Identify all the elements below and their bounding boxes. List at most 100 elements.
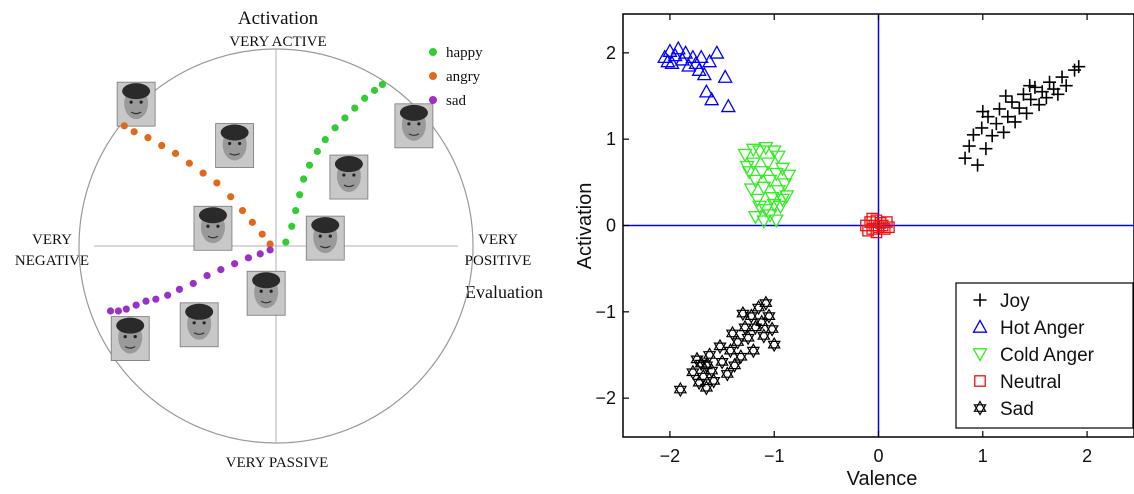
happy-point (370, 86, 379, 94)
series-cold-anger (737, 141, 797, 230)
hot-anger-point (720, 98, 736, 113)
joy-point (1005, 95, 1019, 109)
legend-marker-hot-anger (972, 319, 988, 333)
x-tick-label: 2 (1082, 446, 1092, 466)
x-tick-label: 0 (873, 446, 883, 466)
angry-point (120, 122, 128, 130)
face-thumbnail (329, 154, 369, 200)
sad-point (142, 297, 150, 305)
happy-point (292, 206, 300, 215)
happy-point (331, 124, 339, 132)
sad-point (256, 250, 264, 258)
neutral-point (862, 224, 874, 237)
hot-anger-point (691, 62, 707, 76)
series-angry (120, 122, 274, 248)
joy-point (999, 89, 1013, 103)
sad-point (686, 364, 700, 381)
joy-point (1059, 79, 1073, 93)
cold-anger-point (756, 215, 772, 230)
happy-point (378, 80, 386, 89)
series-sad (106, 246, 274, 315)
face-thumbnail (394, 103, 434, 149)
joy-point (1072, 60, 1086, 74)
angry-point (227, 193, 235, 201)
sad-point (720, 366, 734, 382)
happy-point (351, 104, 359, 112)
cold-anger-point (774, 162, 791, 177)
y-tick-label: −2 (595, 388, 616, 408)
sad-point (765, 321, 779, 337)
cold-anger-point (762, 209, 778, 223)
happy-point (321, 136, 329, 144)
joy-point (1023, 79, 1037, 93)
cold-anger-point (760, 157, 776, 172)
legend-label-angry: angry (446, 69, 481, 85)
happy-point (305, 161, 314, 169)
sad-point (266, 246, 274, 254)
legend-label-cold-anger: Cold Anger (1000, 345, 1095, 366)
joy-point (985, 129, 999, 143)
face-thumbnail (246, 270, 286, 316)
sad-point (713, 338, 727, 355)
sad-point (114, 307, 122, 315)
joy-point (1020, 106, 1034, 120)
sad-point (755, 314, 769, 330)
very-passive-label: VERY PASSIVE (226, 455, 329, 471)
hot-anger-point (709, 45, 725, 59)
sad-point (731, 334, 745, 350)
cold-anger-point (741, 166, 757, 180)
happy-point (299, 175, 308, 183)
series-neutral (860, 212, 895, 239)
hot-anger-point (698, 83, 715, 98)
sad-point (122, 305, 130, 313)
y-tick-label: 2 (606, 43, 616, 63)
legend-label-hot-anger: Hot Anger (1000, 318, 1085, 339)
sad-point (744, 308, 758, 324)
sad-point (106, 307, 115, 315)
x-tick-label: −1 (764, 446, 785, 466)
circle-title: Activation (238, 8, 319, 29)
angry-point (199, 169, 207, 177)
hot-anger-point (674, 51, 691, 66)
face-thumbnail (193, 205, 233, 251)
cold-anger-point (749, 193, 766, 208)
scatter-legend: Joy Hot Anger Cold Anger Neutral Sad (955, 282, 1134, 429)
cold-anger-point (739, 160, 755, 175)
joy-point (1024, 92, 1038, 106)
sad-point (746, 343, 761, 359)
legend-marker-cold-anger (972, 348, 988, 362)
cold-anger-point (737, 148, 753, 163)
neutral-point (883, 221, 895, 234)
sad-point (759, 295, 773, 311)
cold-anger-point (766, 145, 782, 160)
sad-point (757, 328, 771, 344)
legend-marker-joy (973, 293, 987, 307)
sad-point (762, 308, 776, 324)
cold-anger-point (781, 169, 797, 184)
hot-anger-point (660, 53, 676, 68)
sad-point (738, 319, 752, 336)
cold-anger-point (770, 185, 786, 199)
joy-point (1012, 101, 1026, 115)
angry-point (248, 218, 256, 226)
y-tick-label: 0 (606, 216, 616, 236)
joy-point (1055, 70, 1069, 84)
angry-point (130, 128, 138, 136)
angry-point (266, 240, 274, 248)
very-negative-label-line2: NEGATIVE (15, 253, 89, 269)
sad-point (203, 271, 211, 280)
y-tick-label: 1 (606, 129, 616, 149)
cold-anger-point (758, 141, 774, 156)
cold-anger-point (774, 193, 791, 208)
joy-point (1032, 98, 1046, 112)
legend-marker-angry (429, 72, 437, 80)
hot-anger-point (696, 66, 712, 81)
joy-point (1043, 75, 1057, 89)
very-positive-label-line2: POSITIVE (465, 253, 532, 269)
cold-anger-point (747, 174, 764, 189)
angry-point (158, 141, 166, 150)
sad-point (725, 325, 740, 342)
angry-point (258, 230, 266, 238)
very-active-label: VERY ACTIVE (229, 34, 326, 50)
legend-label-neutral: Neutral (1000, 372, 1061, 393)
